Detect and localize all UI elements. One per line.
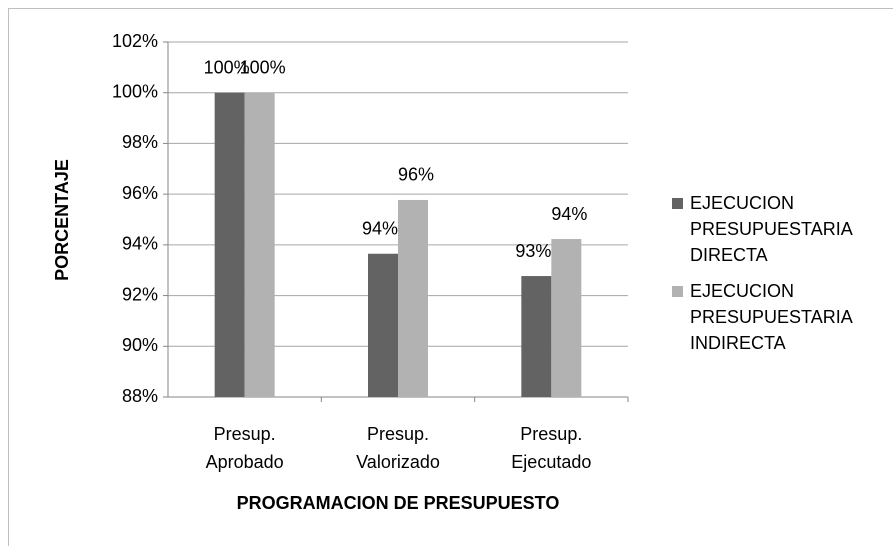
legend-label: EJECUCION PRESUPUESTARIA DIRECTA bbox=[690, 193, 852, 265]
chart-frame bbox=[8, 8, 893, 546]
bar bbox=[368, 253, 398, 397]
y-tick-label: 90% bbox=[122, 335, 158, 355]
y-tick-label: 98% bbox=[122, 132, 158, 152]
y-tick-label: 100% bbox=[112, 81, 158, 101]
data-label: 100% bbox=[240, 57, 286, 77]
data-label: 93% bbox=[515, 241, 551, 261]
y-tick-label: 94% bbox=[122, 234, 158, 254]
data-label: 94% bbox=[551, 204, 587, 224]
legend-item: EJECUCION PRESUPUESTARIA INDIRECTA bbox=[668, 278, 858, 356]
bar bbox=[551, 239, 582, 397]
bar bbox=[244, 92, 275, 397]
x-axis-title: PROGRAMACION DE PRESUPUESTO bbox=[237, 493, 560, 513]
bar bbox=[398, 199, 428, 397]
y-axis-title: PORCENTAJE bbox=[52, 159, 72, 281]
legend: EJECUCION PRESUPUESTARIA DIRECTA EJECUCIO… bbox=[668, 190, 858, 366]
data-label: 96% bbox=[398, 165, 434, 185]
legend-swatch bbox=[672, 286, 683, 297]
data-label: 94% bbox=[362, 218, 398, 238]
bar bbox=[521, 276, 552, 397]
bar bbox=[214, 92, 245, 397]
legend-swatch bbox=[672, 198, 683, 209]
x-tick-label: Presup. Ejecutado bbox=[511, 424, 591, 472]
y-tick-label: 102% bbox=[112, 31, 158, 51]
y-tick-label: 96% bbox=[122, 183, 158, 203]
x-tick-label: Presup. Aprobado bbox=[206, 424, 284, 472]
legend-label: EJECUCION PRESUPUESTARIA INDIRECTA bbox=[690, 281, 852, 353]
y-tick-label: 88% bbox=[122, 386, 158, 406]
legend-item: EJECUCION PRESUPUESTARIA DIRECTA bbox=[668, 190, 858, 268]
x-tick-label: Presup. Valorizado bbox=[356, 424, 440, 472]
y-tick-label: 92% bbox=[122, 284, 158, 304]
data-label: 100% bbox=[204, 57, 250, 77]
